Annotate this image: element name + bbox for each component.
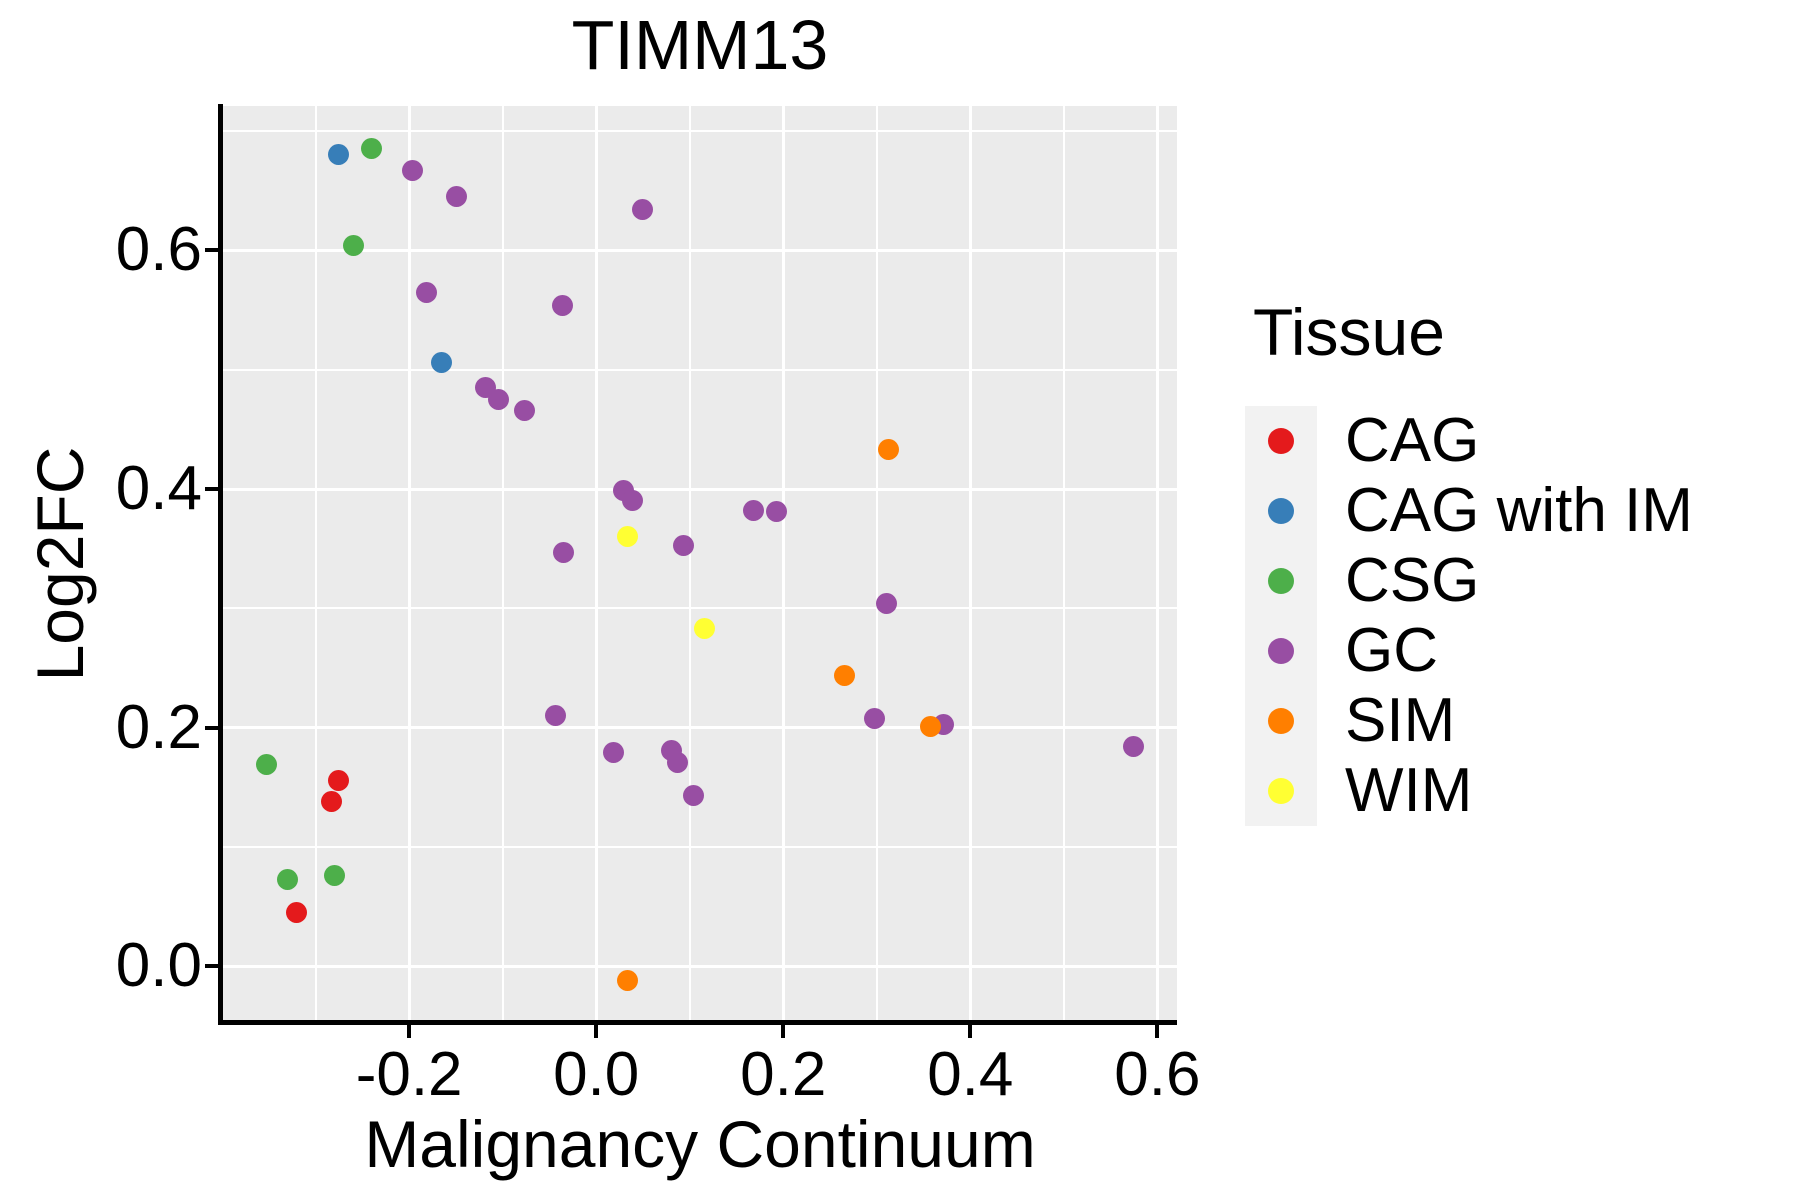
data-point-gc	[602, 742, 624, 764]
legend-swatch-cag-icon	[1268, 428, 1294, 454]
minor-gridline-vertical	[1062, 106, 1065, 1020]
x-axis-tick	[781, 1025, 786, 1038]
x-tick-label: 0.4	[927, 1040, 1014, 1109]
data-point-gc	[742, 499, 764, 521]
legend-item: WIM	[1245, 756, 1785, 826]
data-point-sim	[834, 664, 856, 686]
major-gridline-vertical	[594, 106, 598, 1020]
data-point-wim	[616, 526, 638, 548]
data-point-cag	[327, 769, 349, 791]
minor-gridline-vertical	[688, 106, 691, 1020]
major-gridline-vertical	[407, 106, 411, 1020]
data-point-gc	[682, 785, 704, 807]
data-point-csg	[361, 138, 383, 160]
y-axis-title: Log2FC	[23, 446, 97, 682]
legend-item-label: CAG	[1345, 406, 1480, 475]
major-gridline-horizontal	[223, 726, 1177, 730]
data-point-csg	[323, 865, 345, 887]
y-tick-label: 0.4	[115, 454, 202, 524]
legend-item: CSG	[1245, 546, 1785, 616]
x-axis-tick	[1155, 1025, 1160, 1038]
data-point-gc	[864, 707, 886, 729]
legend-swatch-gc-icon	[1268, 638, 1294, 664]
data-point-gc	[488, 389, 510, 411]
x-axis-tick	[407, 1025, 412, 1038]
y-axis-tick	[205, 964, 218, 969]
x-tick-label: 0.2	[740, 1040, 827, 1109]
minor-gridline-horizontal	[223, 130, 1177, 133]
legend-swatch-csg-icon	[1268, 568, 1294, 594]
legend-title: Tissue	[1253, 295, 1445, 369]
data-point-sim	[616, 970, 638, 992]
data-point-gc	[875, 593, 897, 615]
x-axis-title: Malignancy Continuum	[364, 1107, 1036, 1181]
y-tick-label: 0.0	[115, 931, 202, 1001]
data-point-gc	[446, 186, 468, 208]
data-point-cag-with-im	[327, 144, 349, 166]
data-point-gc	[622, 490, 644, 512]
major-gridline-vertical	[968, 106, 972, 1020]
data-point-gc	[513, 399, 535, 421]
data-point-csg	[342, 235, 364, 257]
data-point-sim	[919, 715, 941, 737]
minor-gridline-vertical	[314, 106, 317, 1020]
legend-items: CAG CAG with IM CSG GC SIM WIM	[1245, 406, 1785, 826]
legend-swatch-cag-with-im-icon	[1268, 498, 1294, 524]
plot-panel	[223, 106, 1177, 1020]
data-point-gc	[552, 294, 573, 316]
minor-gridline-horizontal	[223, 845, 1177, 848]
data-point-gc	[552, 541, 574, 563]
minor-gridline-vertical	[875, 106, 878, 1020]
y-axis-tick	[205, 487, 218, 492]
data-point-cag	[286, 902, 308, 924]
major-gridline-vertical	[1155, 106, 1159, 1020]
legend-item-label: WIM	[1345, 756, 1473, 825]
major-gridline-horizontal	[223, 487, 1177, 491]
x-tick-label: -0.2	[355, 1040, 463, 1109]
data-point-gc	[544, 705, 566, 727]
data-point-gc	[1123, 736, 1145, 758]
data-point-sim	[878, 439, 900, 461]
x-axis-tick	[968, 1025, 973, 1038]
data-point-cag	[320, 791, 342, 813]
minor-gridline-horizontal	[223, 607, 1177, 610]
data-point-csg	[277, 868, 299, 890]
plot-title: TIMM13	[571, 6, 829, 84]
data-point-gc	[672, 534, 694, 556]
minor-gridline-horizontal	[223, 368, 1177, 371]
major-gridline-horizontal	[223, 248, 1177, 252]
x-axis-line	[218, 1020, 1177, 1025]
legend-item: CAG	[1245, 406, 1785, 476]
legend-item: CAG with IM	[1245, 476, 1785, 546]
data-point-gc	[402, 159, 424, 181]
legend-swatch-wim-icon	[1268, 778, 1294, 804]
legend-item-label: CAG with IM	[1345, 476, 1693, 545]
legend-item-label: GC	[1345, 616, 1438, 685]
y-axis-tick	[205, 248, 218, 253]
major-gridline-horizontal	[223, 964, 1177, 968]
data-point-gc	[766, 501, 788, 523]
legend-item: SIM	[1245, 686, 1785, 756]
y-axis-line	[218, 104, 223, 1025]
minor-gridline-vertical	[501, 106, 504, 1020]
x-tick-label: 0.0	[553, 1040, 640, 1109]
data-point-gc	[632, 199, 654, 221]
data-point-gc	[416, 281, 438, 303]
x-tick-label: 0.6	[1114, 1040, 1201, 1109]
major-gridline-vertical	[781, 106, 785, 1020]
y-tick-label: 0.2	[115, 692, 202, 762]
data-point-csg	[255, 754, 277, 776]
y-tick-label: 0.6	[115, 215, 202, 285]
data-point-gc	[667, 751, 689, 773]
y-axis-tick	[205, 725, 218, 730]
legend-item-label: SIM	[1345, 686, 1456, 755]
legend-item-label: CSG	[1345, 546, 1480, 615]
data-point-cag-with-im	[431, 352, 453, 374]
legend-item: GC	[1245, 616, 1785, 686]
data-point-wim	[694, 618, 716, 640]
x-axis-tick	[594, 1025, 599, 1038]
legend-swatch-sim-icon	[1268, 708, 1294, 734]
